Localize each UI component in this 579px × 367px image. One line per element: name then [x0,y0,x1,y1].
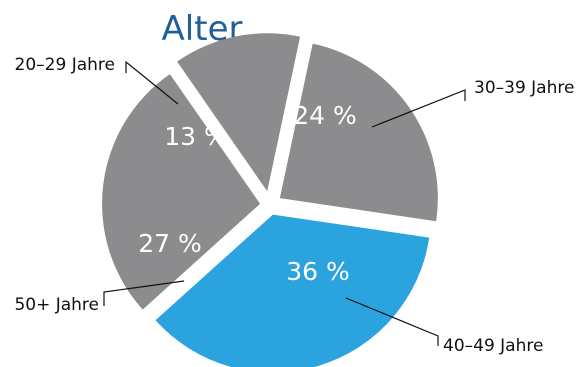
pie-value-label: 36 % [286,257,350,286]
pie-category-label: 20–29 Jahre [15,55,115,75]
pie-category-label: 50+ Jahre [14,295,99,315]
pie-slice-40-49-jahre [155,214,430,367]
pie-slices [102,33,438,367]
pie-leader-line [103,280,185,306]
pie-category-label: 40–49 Jahre [443,336,543,356]
pie-category-label: 30–39 Jahre [474,78,574,98]
pie-slice-30-39-jahre [279,43,438,222]
pie-leader-line [345,297,439,346]
pie-category-labels: 30–39 Jahre 40–49 Jahre 50+ Jahre 20–29 Jah… [14,55,574,356]
pie-value-labels: 24 % 36 % 27 % 13 % [138,101,357,286]
pie-leader-line [125,60,179,105]
pie-value-label: 27 % [138,229,202,258]
pie-slice-50-jahre [102,74,261,310]
pie-slice-20-29-jahre [177,33,301,192]
pie-value-label: 24 % [293,101,357,130]
pie-leader-line [371,89,466,128]
pie-value-label: 13 % [164,122,228,151]
